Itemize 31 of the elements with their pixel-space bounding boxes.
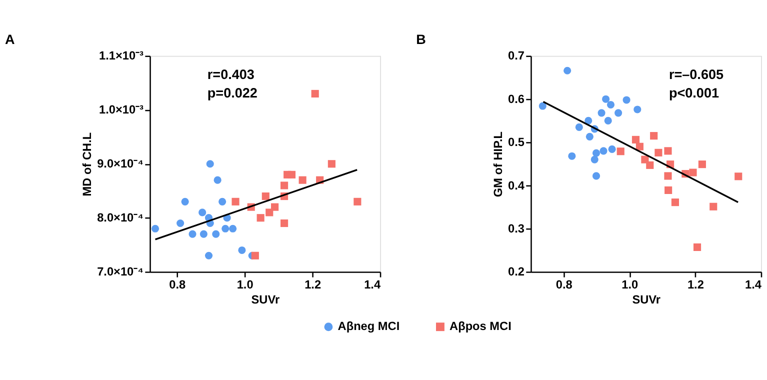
x-axis-title: SUVr xyxy=(251,292,280,307)
legend-label: Aβpos MCI xyxy=(450,319,512,334)
x-tick-label: 1.4 xyxy=(745,277,762,292)
y-tick-label: 1.1×10⁻³ xyxy=(98,48,144,63)
annotation: p=0.022 xyxy=(207,85,258,100)
x-tick-label: 1.2 xyxy=(304,277,322,292)
y-tick-label: 0.6 xyxy=(508,92,525,106)
x-tick-label: 1.2 xyxy=(687,277,704,292)
y-axis-title: MD of CH.L xyxy=(80,132,94,196)
y-tick-label: 7.0×10⁻⁴ xyxy=(97,264,144,279)
y-tick-label: 1.0×10⁻³ xyxy=(98,102,144,117)
y-axis-title: GM of HIP.L xyxy=(491,132,506,198)
y-tick-label: 0.5 xyxy=(508,135,525,150)
text: A xyxy=(4,32,15,48)
x-tick-label: 0.8 xyxy=(169,277,186,292)
y-tick-label: 0.3 xyxy=(508,221,525,236)
annotation: p<0.001 xyxy=(668,85,720,100)
y-tick-label: 8.0×10⁻⁴ xyxy=(97,210,144,225)
y-tick-label: 0.7 xyxy=(508,48,525,63)
y-tick-label: 0.4 xyxy=(508,178,525,192)
x-axis-title: SUVr xyxy=(632,292,661,307)
x-tick-label: 1.4 xyxy=(364,277,381,292)
y-tick-label: 0.2 xyxy=(508,264,525,279)
y-tick-label: 9.0×10⁻⁴ xyxy=(97,156,144,171)
chart-title: B xyxy=(416,32,426,48)
x-tick-label: 1.0 xyxy=(622,277,639,292)
legend-label: Aβneg MCI xyxy=(338,319,400,334)
annotation: r=0.403 xyxy=(207,66,255,82)
x-tick-label: 1.0 xyxy=(236,277,254,292)
annotation: r=–0.605 xyxy=(668,66,724,82)
x-tick-label: 0.8 xyxy=(556,277,573,292)
